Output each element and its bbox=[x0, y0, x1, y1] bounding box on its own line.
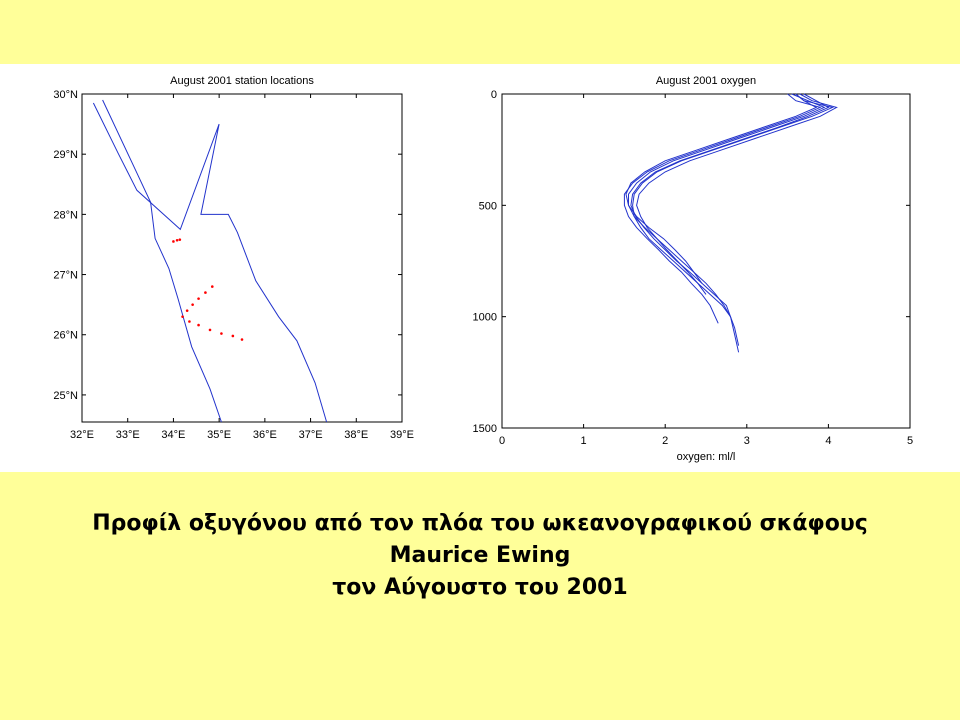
oxygen-x-tick-label: 5 bbox=[907, 435, 913, 447]
station-point bbox=[188, 320, 191, 323]
station-point bbox=[208, 328, 212, 332]
station-point bbox=[181, 315, 184, 318]
station-point bbox=[204, 291, 207, 294]
station-point bbox=[191, 303, 194, 306]
map-title: August 2001 station locations bbox=[170, 75, 314, 87]
oxygen-profile-line bbox=[623, 93, 822, 324]
map-x-tick-label: 36°E bbox=[253, 429, 277, 441]
map-x-tick-label: 37°E bbox=[299, 429, 323, 441]
station-point bbox=[197, 323, 200, 327]
map-x-tick-label: 38°E bbox=[344, 429, 368, 441]
figure-panel: August 2001 station locations 32°E 33°E 34… bbox=[0, 64, 960, 472]
caption-line-1: Προφίλ οξυγόνου από τον πλόα του ωκεανογ… bbox=[92, 511, 868, 536]
oxygen-profile-line bbox=[636, 93, 838, 295]
caption-line-2: Maurice Ewing bbox=[389, 543, 571, 568]
coastline-group bbox=[92, 99, 328, 423]
oxygen-x-tick-label: 1 bbox=[581, 435, 587, 447]
oxygen-ticks: 0 1 2 3 4 5 0 500 1000 1500 bbox=[473, 89, 914, 447]
oxygen-title: August 2001 oxygen bbox=[656, 75, 756, 87]
station-map-axes: August 2001 station locations 32°E 33°E 34… bbox=[53, 75, 414, 441]
station-point bbox=[240, 338, 244, 341]
map-y-tick-label: 30°N bbox=[53, 89, 78, 101]
figure-svg: August 2001 station locations 32°E 33°E 34… bbox=[53, 75, 914, 463]
station-point bbox=[197, 297, 200, 300]
station-point bbox=[172, 240, 175, 243]
map-y-tick-label: 27°N bbox=[53, 270, 78, 282]
oxygen-y-tick-label: 1000 bbox=[473, 312, 497, 324]
oxygen-profile-line bbox=[628, 93, 826, 317]
coastline bbox=[102, 99, 222, 423]
station-point bbox=[175, 238, 179, 242]
station-point bbox=[231, 334, 235, 338]
map-x-tick-label: 32°E bbox=[70, 429, 94, 441]
map-x-tick-label: 35°E bbox=[207, 429, 231, 441]
map-ticks: 32°E 33°E 34°E 35°E 36°E 37°E 38°E 39°E 25°N 26°N… bbox=[53, 89, 414, 441]
map-y-tick-label: 26°N bbox=[53, 330, 78, 342]
oxygen-profile-axes: August 2001 oxygen 0 1 2 3 4 5 0 500 1000 1500 ox… bbox=[473, 75, 914, 463]
oxygen-x-tick-label: 4 bbox=[825, 435, 831, 447]
map-y-tick-label: 25°N bbox=[53, 390, 78, 402]
oxygen-y-tick-label: 1500 bbox=[473, 423, 497, 435]
oxygen-frame bbox=[501, 93, 911, 429]
station-point bbox=[220, 332, 223, 335]
map-x-tick-label: 33°E bbox=[116, 429, 140, 441]
map-x-tick-label: 39°E bbox=[390, 429, 414, 441]
station-point bbox=[178, 238, 182, 241]
caption-line-3: τον Αύγουστο του 2001 bbox=[332, 575, 628, 600]
oxygen-x-tick-label: 3 bbox=[744, 435, 750, 447]
station-points bbox=[172, 238, 244, 341]
map-x-tick-label: 34°E bbox=[161, 429, 185, 441]
map-y-tick-label: 29°N bbox=[53, 149, 78, 161]
map-frame bbox=[81, 93, 403, 423]
oxygen-profile-lines bbox=[623, 93, 838, 353]
oxygen-y-tick-label: 0 bbox=[491, 89, 497, 101]
oxygen-x-tick-label: 0 bbox=[499, 435, 505, 447]
coastline bbox=[92, 102, 328, 423]
oxygen-x-tick-label: 2 bbox=[662, 435, 668, 447]
station-point bbox=[185, 309, 189, 312]
oxygen-x-label: oxygen: ml/l bbox=[677, 451, 736, 463]
station-point bbox=[210, 285, 214, 288]
oxygen-y-tick-label: 500 bbox=[479, 200, 497, 212]
oxygen-profile-line bbox=[625, 93, 818, 284]
oxygen-profile-line bbox=[630, 93, 830, 346]
slide-caption: Προφίλ οξυγόνου από τον πλόα του ωκεανογ… bbox=[0, 508, 960, 604]
map-y-tick-label: 28°N bbox=[53, 209, 78, 221]
